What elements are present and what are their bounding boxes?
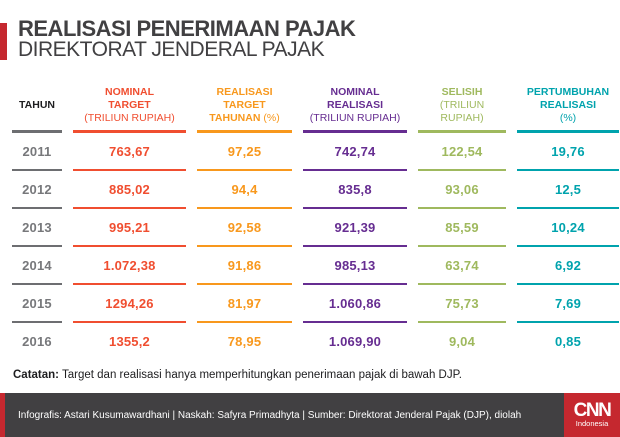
cell-2012-selisih: 93,06	[418, 171, 506, 209]
cnn-indonesia-logo: CNN Indonesia	[564, 393, 620, 437]
cell-2015-tahun: 2015	[12, 285, 62, 323]
cell-2013-selisih: 85,59	[418, 209, 506, 247]
cell-2015-pertumbuhan-realisasi: 7,69	[517, 285, 619, 323]
cell-2014-nominal-target: 1.072,38	[73, 247, 186, 285]
cell-2014-tahun: 2014	[12, 247, 62, 285]
page-subtitle: DIREKTORAT JENDERAL PAJAK	[18, 38, 325, 61]
cnn-logo-text: CNN	[573, 400, 612, 421]
note-text: Target dan realisasi hanya memperhitungk…	[59, 369, 462, 381]
column-header-realisasi-target-tahunan: REALISASI TARGET TAHUNAN (%)	[197, 81, 292, 133]
note: Catatan: Target dan realisasi hanya memp…	[13, 369, 609, 381]
page-title: REALISASI PENERIMAAN PAJAK	[18, 16, 356, 41]
cell-2014-selisih: 63,74	[418, 247, 506, 285]
cnn-logo-subtext: Indonesia	[575, 419, 609, 428]
cell-2012-realisasi-target-tahunan: 94,4	[197, 171, 292, 209]
column-header-tahun: TAHUN	[12, 81, 62, 133]
column-header-nominal-target: NOMINAL TARGET (TRILIUN RUPIAH)	[73, 81, 186, 133]
note-label: Catatan:	[13, 369, 60, 381]
cell-2016-pertumbuhan-realisasi: 0,85	[554, 333, 582, 349]
cell-2011-pertumbuhan-realisasi: 19,76	[517, 133, 619, 171]
cell-2014-pertumbuhan-realisasi: 6,92	[517, 247, 619, 285]
cell-2013-pertumbuhan-realisasi: 10,24	[517, 209, 619, 247]
cell-2012-nominal-realisasi: 835,8	[303, 171, 407, 209]
column-header-selisih: SELISIH (TRILIUN RUPIAH)	[418, 81, 506, 133]
cell-2015-selisih: 75,73	[418, 285, 506, 323]
credits: Infografis: Astari Kusumawardhani | Nask…	[18, 409, 522, 421]
column-header-pertumbuhan-realisasi: PERTUMBUHAN REALISASI (%)	[517, 81, 619, 133]
data-table: TAHUN NOMINAL TARGET (TRILIUN RUPIAH) REALIS…	[12, 81, 619, 361]
cell-2015-nominal-realisasi: 1.060,86	[303, 285, 407, 323]
cell-2015-nominal-target: 1294,26	[73, 285, 186, 323]
cell-2016-nominal-target: 1355,2	[109, 333, 150, 349]
cell-2014-nominal-realisasi: 985,13	[303, 247, 407, 285]
cell-2012-tahun: 2012	[12, 171, 62, 209]
title-accent-bar	[0, 23, 7, 60]
cell-2013-tahun: 2013	[12, 209, 62, 247]
footer-accent-bar	[0, 393, 5, 437]
cell-2015-realisasi-target-tahunan: 81,97	[197, 285, 292, 323]
cell-2013-nominal-realisasi: 921,39	[303, 209, 407, 247]
cell-2011-selisih: 122,54	[418, 133, 506, 171]
footer-bar: Infografis: Astari Kusumawardhani | Nask…	[0, 393, 620, 437]
cell-2016-selisih: 9,04	[448, 333, 476, 349]
cell-2011-nominal-target: 763,67	[73, 133, 186, 171]
cell-2016-tahun: 2016	[22, 333, 52, 349]
column-header-nominal-realisasi: NOMINAL REALISASI (TRILIUN RUPIAH)	[303, 81, 407, 133]
cell-2016-nominal-realisasi: 1.069,90	[328, 333, 382, 349]
cell-2011-nominal-realisasi: 742,74	[303, 133, 407, 171]
cell-2011-realisasi-target-tahunan: 97,25	[197, 133, 292, 171]
cell-2012-nominal-target: 885,02	[73, 171, 186, 209]
cell-2016-realisasi-target-tahunan: 78,95	[227, 333, 262, 349]
cell-2012-pertumbuhan-realisasi: 12,5	[517, 171, 619, 209]
title-block: REALISASI PENERIMAAN PAJAK DIREKTORAT JE…	[18, 16, 356, 61]
cell-2013-realisasi-target-tahunan: 92,58	[197, 209, 292, 247]
cell-2014-realisasi-target-tahunan: 91,86	[197, 247, 292, 285]
cell-2013-nominal-target: 995,21	[73, 209, 186, 247]
cell-2011-tahun: 2011	[12, 133, 62, 171]
